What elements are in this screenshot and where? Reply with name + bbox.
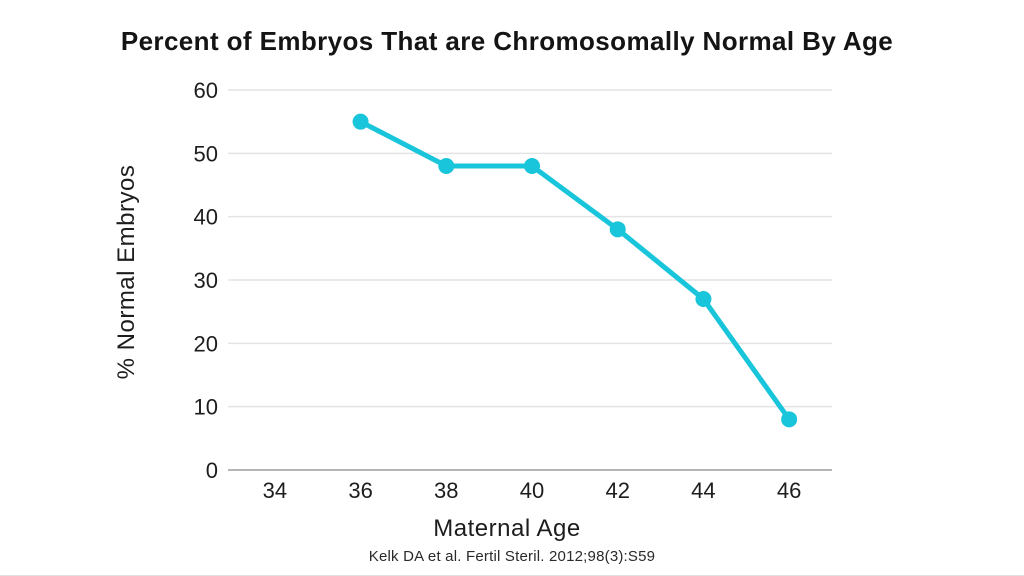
y-tick-label: 10 <box>194 395 218 420</box>
x-tick-label: 34 <box>263 478 287 503</box>
x-tick-label: 42 <box>605 478 629 503</box>
y-tick-label: 30 <box>194 268 218 293</box>
source-citation: Kelk DA et al. Fertil Steril. 2012;98(3)… <box>368 548 656 565</box>
x-tick-label: 46 <box>777 478 801 503</box>
data-point-age-38 <box>438 158 455 174</box>
data-point-age-36 <box>352 113 369 130</box>
trend-line <box>358 119 792 422</box>
data-point-age-44 <box>695 291 712 307</box>
x-tick-label: 44 <box>691 478 715 503</box>
y-tick-label: 0 <box>206 458 218 483</box>
data-point-age-46 <box>781 411 798 428</box>
data-point-age-40 <box>524 158 540 174</box>
y-tick-label: 50 <box>194 141 218 166</box>
data-point-age-42 <box>609 221 626 238</box>
y-tick-label: 20 <box>194 331 218 356</box>
y-tick-label: 40 <box>194 205 218 230</box>
y-tick-label: 60 <box>194 78 218 103</box>
x-tick-label: 36 <box>348 478 372 503</box>
x-tick-label: 40 <box>520 478 544 503</box>
chart-title: Percent of Embryos That are Chromosomall… <box>120 26 894 56</box>
x-tick-label: 38 <box>434 478 458 503</box>
x-axis-title: Maternal Age <box>433 515 581 542</box>
